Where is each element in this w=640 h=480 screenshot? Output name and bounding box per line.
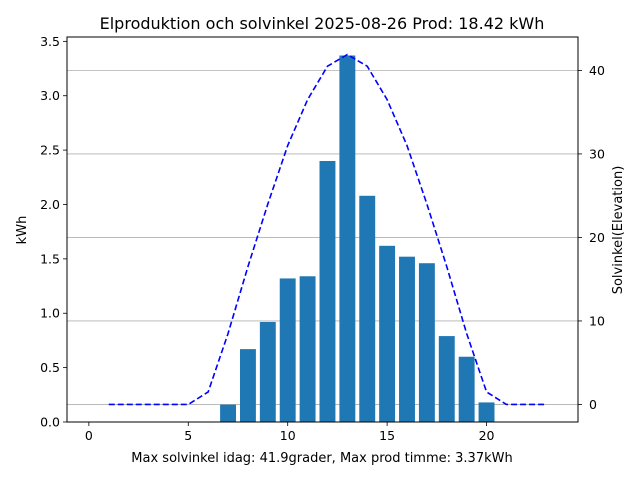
x-tick-label: 0 xyxy=(85,428,93,443)
bar xyxy=(220,404,237,422)
bar xyxy=(259,321,276,422)
y2-axis-label: Solvinkel(Elevation) xyxy=(611,166,626,295)
x-tick-label: 20 xyxy=(479,428,495,443)
bar xyxy=(299,276,316,422)
bar xyxy=(319,160,336,423)
y-tick-label: 2.5 xyxy=(40,143,60,158)
bar xyxy=(458,356,475,422)
x-tick-label: 5 xyxy=(184,428,192,443)
bar xyxy=(339,55,356,422)
bar xyxy=(239,349,256,422)
y-tick-label: 3.5 xyxy=(40,34,60,49)
y-tick-label: 1.0 xyxy=(40,306,60,321)
bar-series xyxy=(220,55,495,423)
y-tick-label: 0.5 xyxy=(40,360,60,375)
y2-tick-label: 40 xyxy=(589,63,605,78)
bar xyxy=(438,336,455,422)
x-tick-label: 10 xyxy=(280,428,296,443)
x-axis-label: Max solvinkel idag: 41.9grader, Max prod… xyxy=(131,451,512,466)
y-axis-label: kWh xyxy=(15,216,30,245)
y-tick-label: 2.0 xyxy=(40,197,60,212)
y2-axis: 0 10 20 30 40 xyxy=(578,63,605,412)
y-axis: 0.0 0.5 1.0 1.5 2.0 2.5 3.0 3.5 xyxy=(40,34,67,430)
x-tick-label: 15 xyxy=(379,428,395,443)
elevation-line xyxy=(108,53,547,406)
y-tick-label: 0.0 xyxy=(40,415,60,430)
plot-frame xyxy=(66,36,579,423)
bar xyxy=(478,402,495,422)
x-axis: 0 5 10 15 20 xyxy=(85,422,495,443)
y2-tick-label: 10 xyxy=(589,313,605,328)
bar xyxy=(418,263,435,422)
y-tick-label: 3.0 xyxy=(40,88,60,103)
bar xyxy=(399,256,415,422)
chart-title: Elproduktion och solvinkel 2025-08-26 Pr… xyxy=(100,14,545,33)
bar xyxy=(379,245,396,422)
bar xyxy=(359,195,376,422)
y2-tick-label: 30 xyxy=(589,146,605,161)
y-tick-label: 1.5 xyxy=(40,251,60,266)
y2-tick-label: 0 xyxy=(589,397,597,412)
y2-tick-label: 20 xyxy=(589,230,605,245)
bar xyxy=(279,278,296,422)
